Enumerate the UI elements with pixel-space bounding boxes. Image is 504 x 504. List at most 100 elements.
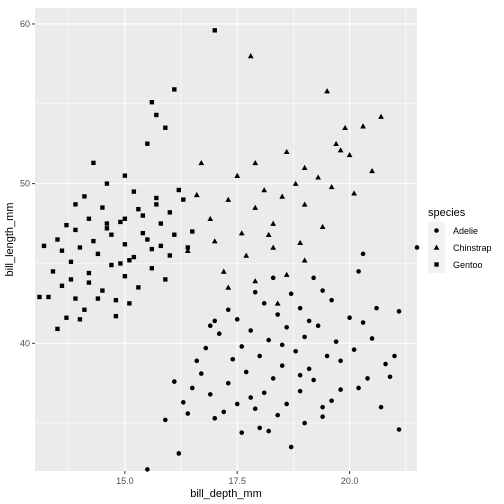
data-point-gentoo — [136, 285, 141, 290]
data-point-gentoo — [113, 297, 119, 303]
data-point-gentoo — [167, 253, 173, 258]
data-point-gentoo — [91, 238, 96, 244]
data-point-adelie — [212, 416, 218, 421]
data-point-gentoo — [190, 229, 195, 234]
legend-label-chinstrap: Chinstrap — [453, 243, 492, 253]
data-point-adelie — [347, 315, 352, 321]
data-point-adelie — [396, 427, 402, 432]
data-point-gentoo — [73, 202, 78, 207]
data-point-gentoo — [122, 173, 128, 178]
data-point-gentoo — [149, 100, 155, 105]
data-point-chinstrap — [301, 201, 308, 207]
data-point-adelie — [261, 390, 267, 396]
data-point-gentoo — [154, 112, 159, 118]
data-point-gentoo — [113, 313, 119, 319]
data-point-adelie — [257, 425, 263, 431]
data-point-gentoo — [73, 296, 78, 301]
data-point-gentoo — [100, 288, 105, 293]
data-point-adelie — [221, 409, 227, 415]
data-point-gentoo — [127, 301, 132, 306]
data-point-gentoo — [64, 315, 69, 320]
data-point-adelie — [207, 392, 213, 397]
data-point-gentoo — [77, 245, 83, 250]
y-tick-label: 60 — [20, 19, 30, 29]
data-point-gentoo — [41, 243, 47, 249]
data-point-adelie — [320, 288, 325, 293]
data-point-chinstrap — [270, 220, 277, 226]
data-point-adelie — [320, 404, 325, 410]
data-point-adelie — [396, 309, 402, 314]
data-point-chinstrap — [324, 88, 330, 94]
data-point-adelie — [329, 398, 334, 404]
data-point-gentoo — [145, 237, 150, 242]
series-adelie — [145, 245, 420, 472]
y-axis-title: bill_length_mm — [4, 203, 16, 277]
data-point-gentoo — [104, 181, 110, 186]
data-point-chinstrap — [270, 244, 277, 250]
data-point-chinstrap — [207, 215, 214, 222]
data-point-adelie — [284, 401, 289, 407]
data-point-gentoo — [158, 243, 164, 249]
legend-label-adelie: Adelie — [453, 226, 478, 236]
x-axis-title: bill_depth_mm — [190, 488, 262, 500]
data-point-chinstrap — [378, 113, 384, 119]
data-point-gentoo — [127, 258, 132, 263]
data-point-chinstrap — [274, 300, 281, 306]
data-point-gentoo — [176, 187, 181, 193]
data-point-adelie — [181, 400, 186, 405]
data-points — [37, 28, 420, 472]
data-point-gentoo — [163, 277, 168, 282]
data-point-adelie — [225, 307, 231, 313]
data-point-adelie — [383, 361, 388, 367]
data-point-adelie — [297, 388, 303, 394]
data-point-adelie — [185, 411, 191, 416]
data-point-chinstrap — [292, 180, 299, 186]
data-point-gentoo — [181, 197, 186, 202]
data-point-adelie — [356, 385, 361, 391]
data-point-adelie — [284, 325, 289, 330]
data-point-adelie — [414, 245, 420, 250]
data-point-adelie — [288, 291, 294, 297]
data-point-chinstrap — [297, 239, 304, 245]
plot-panel — [35, 8, 417, 471]
data-point-adelie — [145, 467, 150, 472]
data-point-chinstrap — [369, 167, 375, 174]
data-point-chinstrap — [198, 159, 205, 166]
data-point-gentoo — [104, 226, 110, 231]
data-point-gentoo — [86, 270, 92, 276]
data-point-gentoo — [172, 232, 177, 237]
data-point-adelie — [225, 380, 231, 386]
data-point-adelie — [189, 385, 195, 391]
data-point-adelie — [275, 412, 280, 418]
data-point-gentoo — [68, 277, 74, 282]
data-point-chinstrap — [252, 204, 259, 210]
data-point-adelie — [279, 363, 285, 368]
data-point-adelie — [252, 406, 258, 412]
data-point-gentoo — [145, 141, 150, 146]
data-point-adelie — [288, 444, 294, 450]
data-point-gentoo — [154, 202, 159, 207]
axis-ticks: 15.0 17.5 20.0 40 50 60 — [20, 19, 358, 486]
legend-key-gentoo — [434, 262, 439, 267]
data-point-adelie — [302, 334, 307, 340]
data-point-gentoo — [50, 269, 56, 274]
series-gentoo — [37, 28, 217, 332]
data-point-gentoo — [136, 206, 141, 212]
data-point-adelie — [360, 320, 366, 325]
data-point-adelie — [311, 377, 316, 383]
data-point-gentoo — [154, 195, 159, 201]
data-point-chinstrap — [193, 191, 200, 198]
data-point-chinstrap — [252, 159, 259, 166]
data-point-adelie — [239, 430, 245, 435]
series-chinstrap — [184, 53, 384, 306]
data-point-adelie — [320, 414, 325, 420]
data-point-adelie — [257, 353, 263, 359]
data-point-gentoo — [185, 245, 190, 250]
data-point-gentoo — [172, 87, 177, 92]
data-point-gentoo — [73, 227, 78, 233]
data-point-gentoo — [109, 232, 114, 237]
data-point-gentoo — [149, 246, 155, 252]
data-point-gentoo — [77, 317, 83, 322]
